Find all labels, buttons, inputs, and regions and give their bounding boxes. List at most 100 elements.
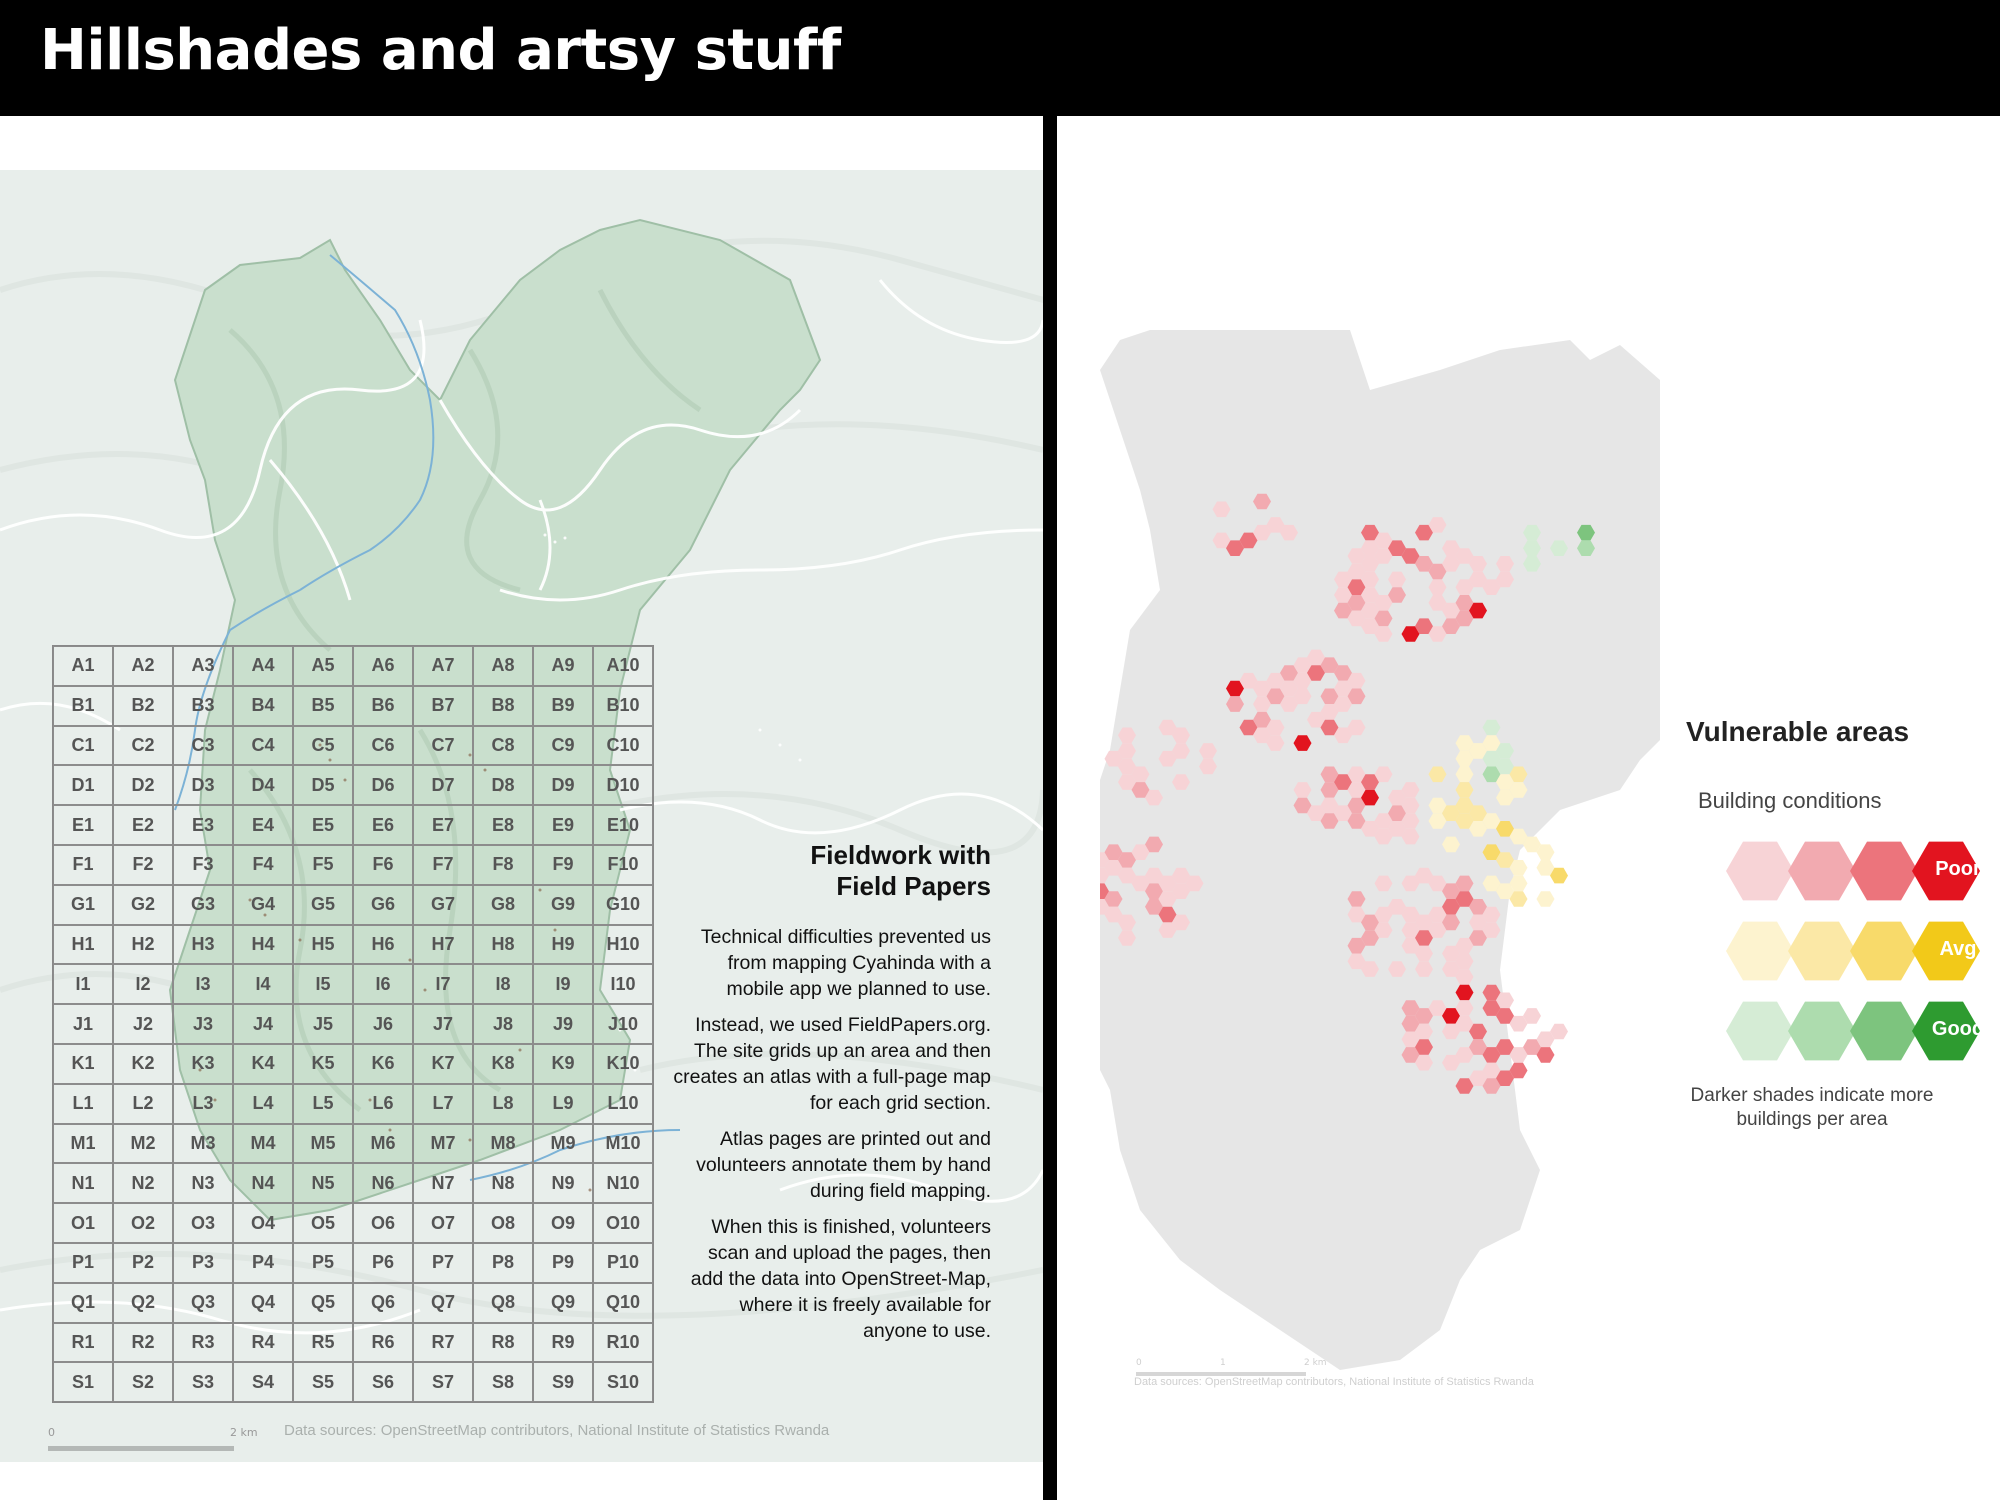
hex-cell bbox=[1550, 1023, 1568, 1040]
hex-cell bbox=[1239, 672, 1258, 689]
hex-cell bbox=[1320, 704, 1339, 720]
grid-cell: K8 bbox=[473, 1043, 533, 1084]
hex-cell bbox=[1469, 899, 1487, 915]
grid-cell: I5 bbox=[293, 964, 353, 1005]
hex-cell bbox=[1401, 828, 1420, 845]
grid-cell: F7 bbox=[413, 844, 473, 885]
hex-cell bbox=[1374, 595, 1393, 611]
grid-cell: A6 bbox=[353, 646, 413, 686]
hex-cell bbox=[1145, 789, 1163, 806]
hex-cell bbox=[1469, 743, 1487, 759]
hex-cell bbox=[1496, 789, 1514, 806]
hex-cell bbox=[1536, 844, 1555, 860]
hex-cell bbox=[1100, 883, 1109, 899]
hex-cell bbox=[1496, 1070, 1514, 1086]
grid-cell: K2 bbox=[113, 1043, 173, 1084]
hex-cell bbox=[1482, 1062, 1501, 1079]
grid-cell: S8 bbox=[473, 1362, 533, 1403]
grid-cell: D9 bbox=[533, 765, 593, 806]
hex-cell bbox=[1361, 789, 1379, 806]
hex-cell bbox=[1293, 797, 1312, 814]
fieldwork-paragraph: Instead, we used FieldPapers.org. The si… bbox=[673, 1014, 991, 1114]
hex-cell bbox=[1388, 961, 1406, 977]
hex-cell bbox=[1334, 696, 1352, 712]
hex-cell bbox=[1442, 883, 1460, 899]
grid-cell: H4 bbox=[233, 924, 293, 965]
hex-cell bbox=[1415, 524, 1433, 541]
grid-cell: Q10 bbox=[593, 1282, 653, 1323]
hex-cell bbox=[1347, 813, 1366, 829]
grid-cell: N7 bbox=[413, 1163, 473, 1204]
grid-cell: C2 bbox=[113, 725, 173, 766]
hex-cell bbox=[1320, 797, 1339, 814]
hex-cell bbox=[1212, 532, 1231, 549]
hex-cell bbox=[1334, 571, 1352, 588]
hex-cell bbox=[1239, 719, 1258, 736]
grid-cell: R10 bbox=[593, 1322, 653, 1363]
grid-cell: H10 bbox=[593, 924, 653, 965]
legend-hexes-good bbox=[1726, 1001, 1980, 1061]
hex-cell bbox=[1293, 688, 1312, 705]
hex-cell bbox=[1239, 532, 1258, 549]
grid-cell: D2 bbox=[113, 765, 173, 806]
hex-cell bbox=[1455, 969, 1474, 985]
grid-cell: Q4 bbox=[233, 1282, 293, 1323]
right-scale-bar: 0 1 2 km bbox=[1136, 1358, 1336, 1376]
grid-cell: H5 bbox=[293, 924, 353, 965]
grid-cell: G1 bbox=[53, 884, 113, 925]
legend-row-avg: Avg bbox=[1726, 918, 1996, 984]
grid-cell: P1 bbox=[53, 1242, 113, 1283]
grid-cell: C6 bbox=[353, 725, 413, 766]
hex-cell bbox=[1347, 891, 1366, 907]
grid-cell: P9 bbox=[533, 1242, 593, 1283]
fieldwork-heading-line2: Field Papers bbox=[836, 871, 991, 901]
hex-cell bbox=[1347, 937, 1366, 954]
grid-cell: P4 bbox=[233, 1242, 293, 1283]
grid-cell: I7 bbox=[413, 964, 473, 1005]
grid-cell: E8 bbox=[473, 805, 533, 845]
grid-cell: A4 bbox=[233, 646, 293, 686]
hex-cell bbox=[1469, 1070, 1487, 1086]
hex-cell bbox=[1577, 540, 1595, 556]
hex-cell bbox=[1455, 953, 1474, 970]
hex-cell bbox=[1307, 665, 1325, 681]
fieldwork-paragraph: Technical difficulties prevented us from… bbox=[700, 926, 991, 1000]
grid-cell: O10 bbox=[593, 1203, 653, 1243]
grid-cell: C10 bbox=[593, 725, 653, 766]
hex-cell bbox=[1172, 867, 1190, 884]
hex-cell bbox=[1266, 672, 1285, 689]
hex-cell bbox=[1118, 914, 1136, 931]
hex-cell bbox=[1266, 719, 1285, 736]
grid-cell: B4 bbox=[233, 685, 293, 726]
hex-cell bbox=[1118, 758, 1136, 775]
hex-cell bbox=[1469, 556, 1487, 572]
grid-cell: R4 bbox=[233, 1322, 293, 1363]
hex-cell bbox=[1442, 556, 1460, 572]
hex-cell bbox=[1415, 556, 1433, 572]
hex-cell bbox=[1509, 1047, 1528, 1063]
hex-cell bbox=[1455, 750, 1474, 767]
grid-cell: H6 bbox=[353, 924, 413, 965]
district-outline bbox=[1100, 330, 1660, 1370]
hex-cell bbox=[1482, 984, 1501, 1001]
legend-swatch bbox=[1912, 841, 1980, 901]
hex-cell bbox=[1428, 1000, 1447, 1016]
hex-cell bbox=[1347, 906, 1366, 923]
grid-cell: O5 bbox=[293, 1203, 353, 1243]
grid-cell: M5 bbox=[293, 1123, 353, 1164]
grid-cell: S1 bbox=[53, 1362, 113, 1403]
grid-cell: D1 bbox=[53, 765, 113, 806]
grid-cell: J7 bbox=[413, 1004, 473, 1044]
hex-cell bbox=[1118, 930, 1136, 946]
hex-cell bbox=[1334, 587, 1352, 603]
grid-cell: H9 bbox=[533, 924, 593, 965]
grid-cell: A5 bbox=[293, 646, 353, 686]
hex-cell bbox=[1334, 727, 1352, 744]
hex-cell bbox=[1442, 540, 1460, 556]
hex-cell bbox=[1442, 914, 1460, 931]
grid-cell: M7 bbox=[413, 1123, 473, 1164]
grid-cell: B7 bbox=[413, 685, 473, 726]
legend-swatch bbox=[1850, 841, 1918, 901]
right-scale-end: 2 km bbox=[1304, 1358, 1327, 1368]
grid-cell: N2 bbox=[113, 1163, 173, 1204]
